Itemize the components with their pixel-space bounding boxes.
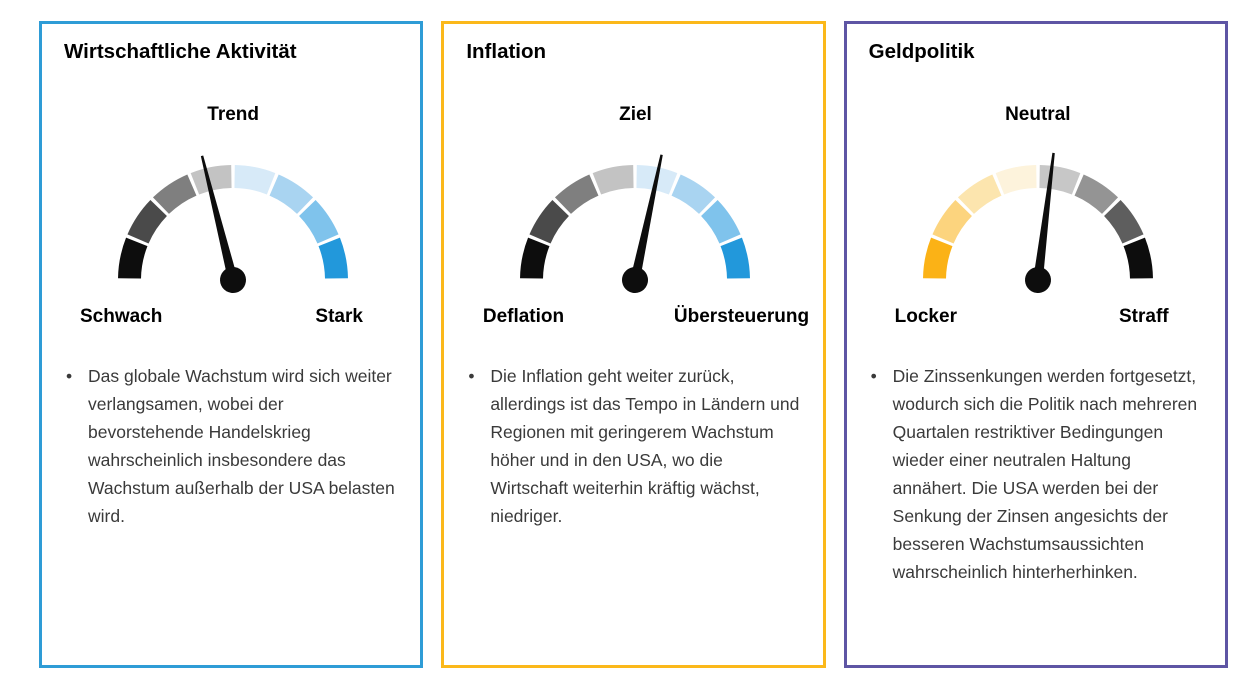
- gauge-chart: [118, 155, 349, 293]
- gauge-segment: [1123, 237, 1153, 279]
- gauge-segment: [529, 199, 570, 244]
- gauge-segment: [127, 199, 168, 244]
- bullet-item: • Die Zinssenkungen werden fortgesetzt, …: [869, 362, 1205, 586]
- gauge-needle-hub: [622, 267, 649, 293]
- bullet-item: • Die Inflation geht weiter zurück, alle…: [466, 362, 802, 530]
- bullet-text: Das globale Wachstum wird sich weiter ve…: [88, 366, 395, 526]
- gauge-right-label: Stark: [315, 306, 363, 327]
- gauge-left-label: Schwach: [79, 306, 163, 327]
- bullet-list: • Das globale Wachstum wird sich weiter …: [64, 362, 402, 530]
- gauge-needle-hub: [1024, 267, 1051, 293]
- gauge-segment: [234, 165, 276, 195]
- gauge-segment: [701, 199, 742, 244]
- gauge-segment: [190, 165, 232, 195]
- gauge-scale-labels: Deflation Übersteuerung: [475, 306, 809, 330]
- gauge-needle: [201, 155, 247, 293]
- gauge-segment: [1039, 165, 1081, 195]
- gauge-segment: [555, 174, 599, 214]
- gauge-top-label: Ziel: [619, 104, 652, 125]
- gauge-chart: [922, 152, 1153, 293]
- gauge-segment: [721, 237, 751, 279]
- gauge-segment: [922, 237, 953, 279]
- gauge-scale-labels: Schwach Stark: [73, 306, 393, 330]
- card-inflation: Inflation Ziel Deflation Übersteuerung •…: [441, 21, 826, 668]
- gauge-needle-hub: [220, 267, 247, 293]
- bullet-marker: •: [468, 366, 475, 386]
- gauge-segment: [118, 237, 148, 279]
- gauge-top-label: Trend: [207, 104, 260, 125]
- gauge-segment: [269, 174, 314, 214]
- gauge-top-label: Neutral: [1005, 104, 1071, 125]
- gauge-segment: [672, 174, 716, 214]
- bullet-text: Die Zinssenkungen werden fortgesetzt, wo…: [892, 366, 1198, 582]
- card-monetary-policy: Geldpolitik Neutral Locker Straff • Die …: [843, 21, 1228, 668]
- card-title: Geldpolitik: [868, 40, 975, 63]
- gauge-segment: [520, 237, 550, 279]
- bullet-list: • Die Zinssenkungen werden fortgesetzt, …: [869, 362, 1207, 586]
- gauge-left-label: Deflation: [482, 306, 565, 327]
- bullet-list: • Die Inflation geht weiter zurück, alle…: [466, 362, 804, 530]
- gauge-needle: [622, 154, 664, 293]
- card-economic-activity: Wirtschaftliche Aktivität Trend Schwach …: [39, 21, 424, 668]
- bullet-marker: •: [870, 366, 877, 386]
- card-title: Wirtschaftliche Aktivität: [64, 40, 297, 63]
- card-title: Inflation: [466, 40, 547, 63]
- gauge-segment: [932, 199, 972, 244]
- bullet-marker: •: [66, 366, 73, 386]
- gauge-segment: [957, 174, 1002, 214]
- gauge-chart: [520, 154, 751, 293]
- bullet-text: Die Inflation geht weiter zurück, allerd…: [490, 366, 800, 526]
- gauge-scale-labels: Locker Straff: [878, 306, 1198, 330]
- gauge-monetary-policy: Neutral Locker Straff: [878, 104, 1198, 330]
- gauge-left-label: Locker: [894, 306, 957, 327]
- gauge-segment: [995, 165, 1037, 195]
- gauge-economic-activity: Trend Schwach Stark: [73, 104, 393, 330]
- gauge-segment: [1103, 199, 1144, 244]
- gauge-right-label: Straff: [1119, 306, 1169, 327]
- gauge-segment: [593, 165, 635, 195]
- gauge-right-label: Übersteuerung: [673, 306, 810, 327]
- gauge-segment: [299, 199, 339, 244]
- gauge-inflation: Ziel Deflation Übersteuerung: [475, 104, 809, 330]
- gauge-segment: [318, 237, 349, 279]
- bullet-item: • Das globale Wachstum wird sich weiter …: [64, 362, 400, 530]
- gauge-needle: [1024, 152, 1055, 293]
- gauge-segment: [153, 174, 197, 214]
- gauge-segment: [1074, 174, 1118, 214]
